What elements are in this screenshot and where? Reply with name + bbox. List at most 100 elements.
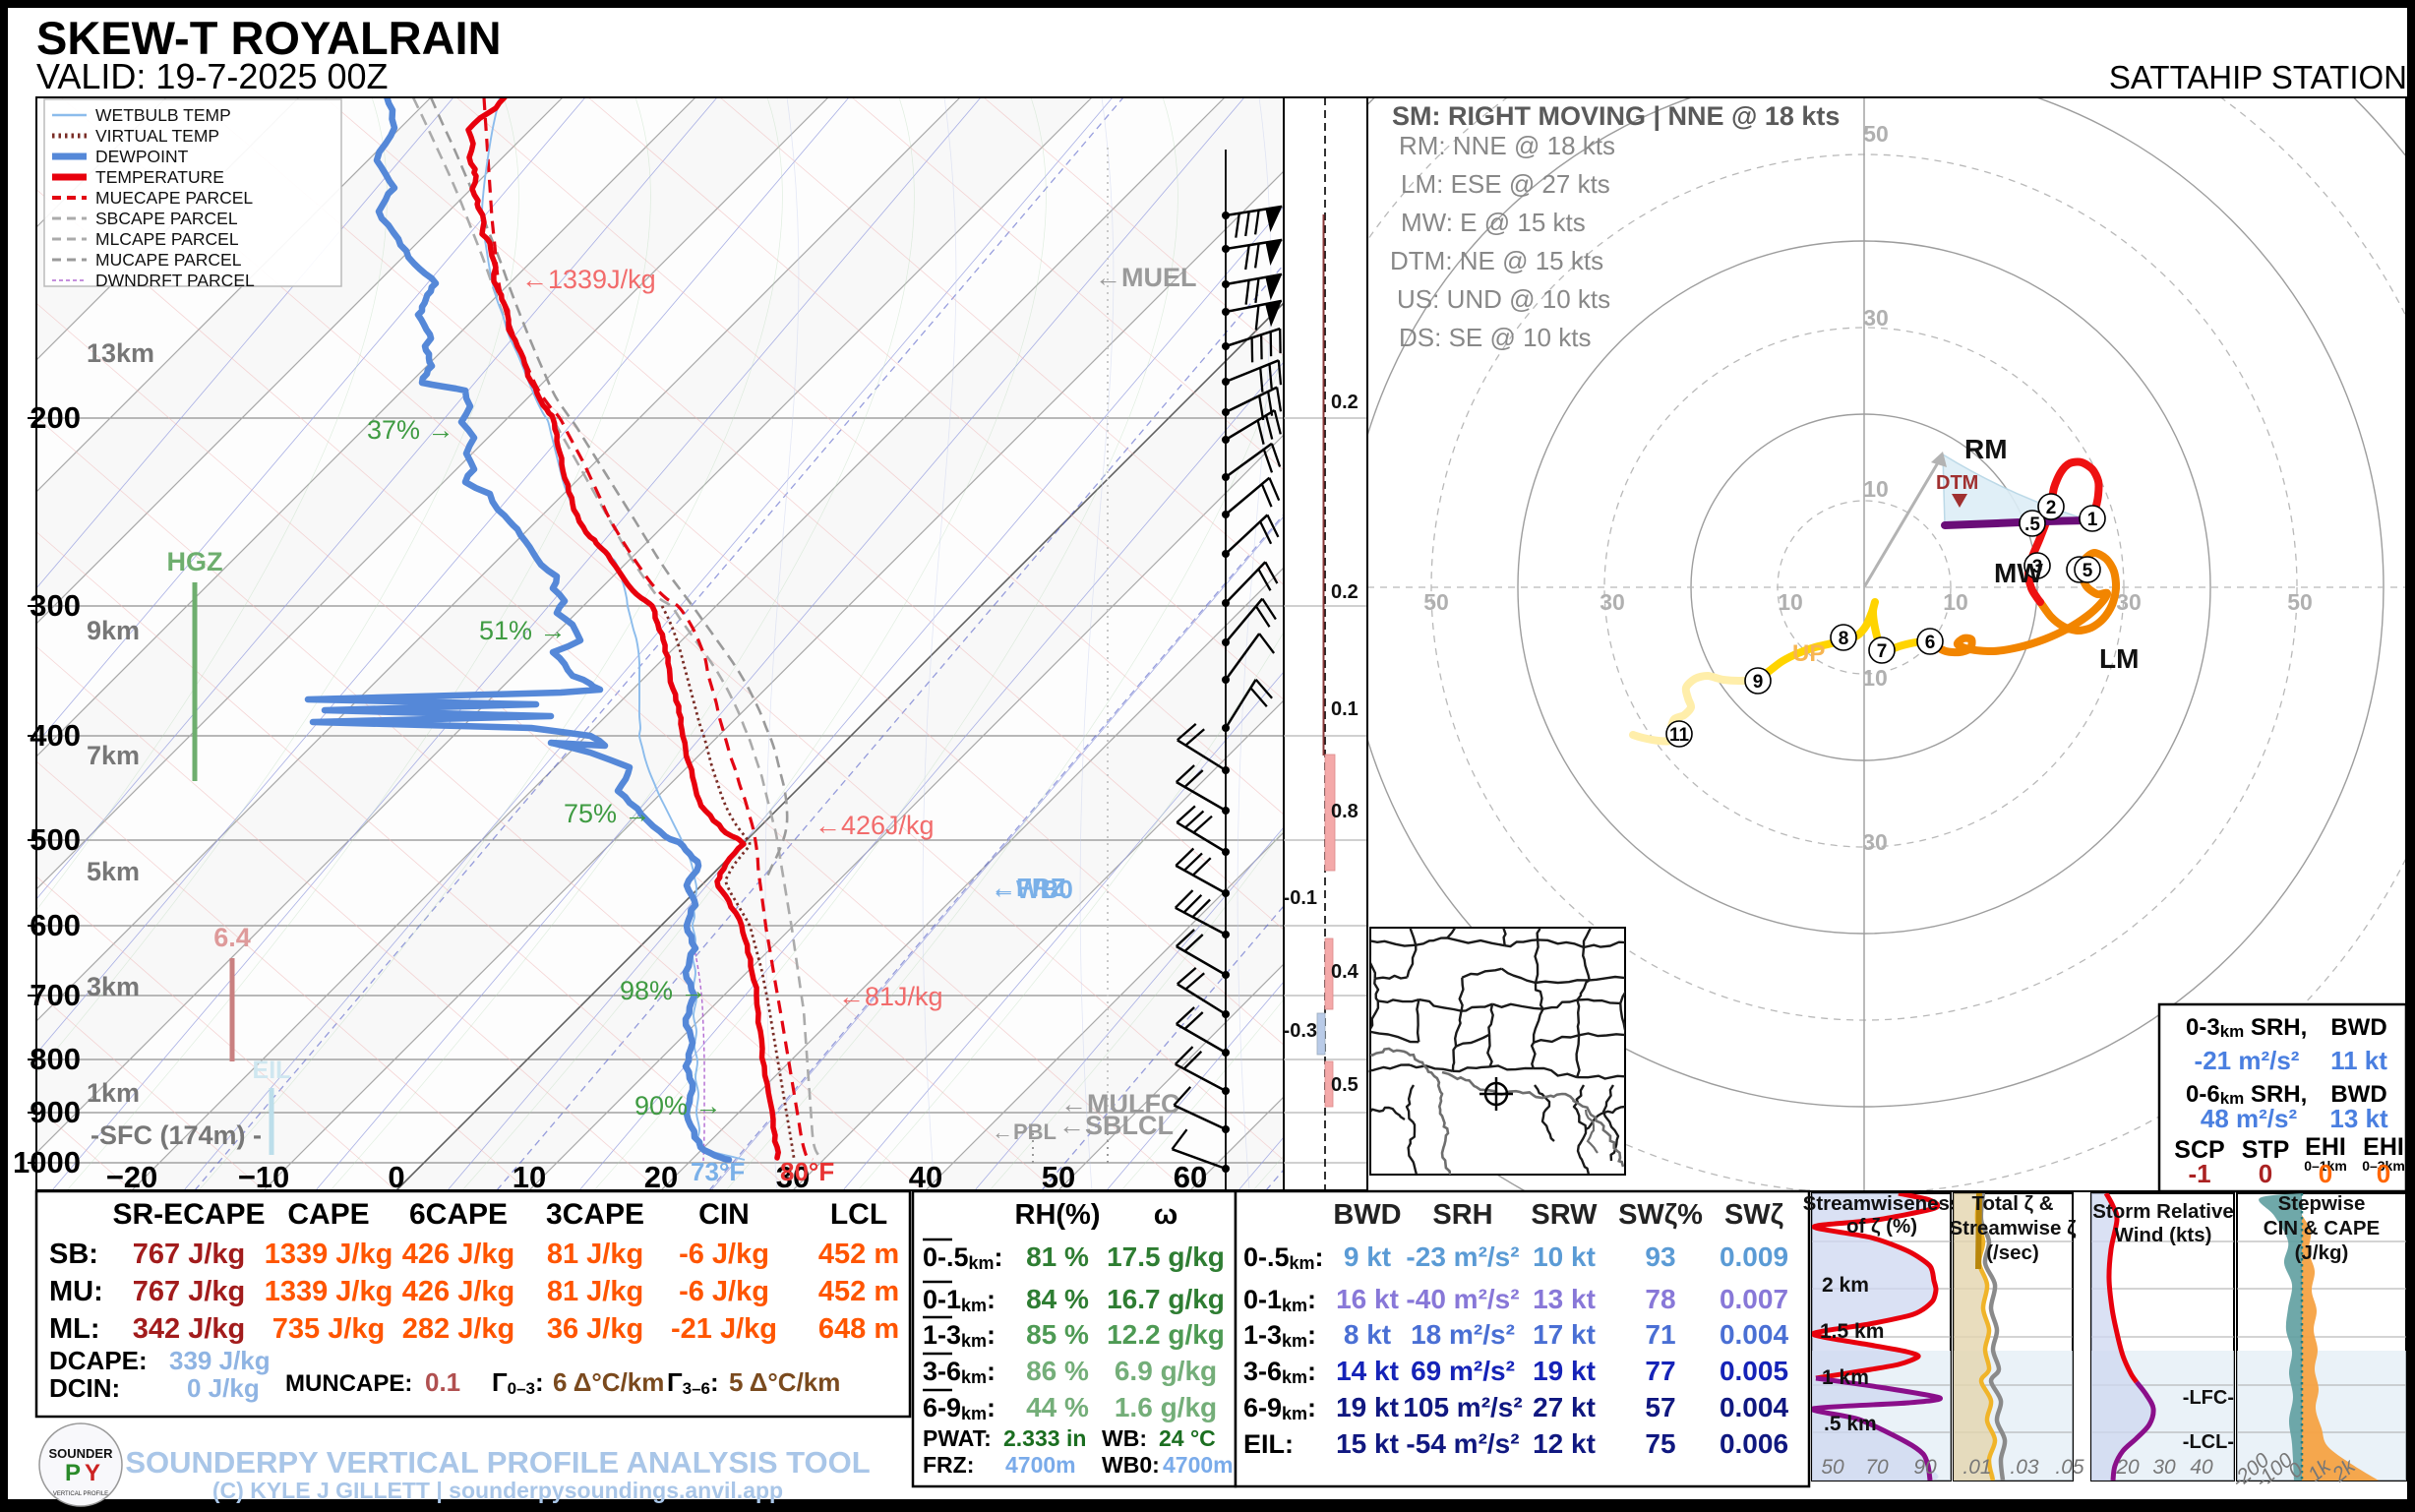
svg-text:Streamwiseness: Streamwiseness — [1803, 1192, 1962, 1215]
svg-text:10: 10 — [1943, 589, 1968, 615]
svg-text:-21 m²/s²: -21 m²/s² — [2195, 1046, 2300, 1075]
svg-text:15 kt: 15 kt — [1336, 1428, 1399, 1459]
svg-text:0.2: 0.2 — [1331, 392, 1358, 413]
svg-text:DTM: DTM — [1936, 472, 1978, 494]
svg-text:12.2 g/kg: 12.2 g/kg — [1107, 1319, 1225, 1350]
svg-text:10: 10 — [513, 1160, 546, 1194]
svg-text:19 kt: 19 kt — [1533, 1356, 1596, 1386]
svg-text:71: 71 — [1645, 1319, 1675, 1350]
svg-text:0 J/kg: 0 J/kg — [187, 1373, 260, 1403]
svg-text:MUNCAPE:: MUNCAPE: — [285, 1370, 412, 1397]
svg-text:11: 11 — [1669, 725, 1690, 746]
svg-text:UP: UP — [1792, 640, 1825, 667]
svg-text:37% →: 37% → — [367, 415, 454, 445]
svg-text:13 kt: 13 kt — [1533, 1284, 1596, 1314]
svg-text:←426J/kg: ←426J/kg — [815, 811, 935, 840]
svg-text:BWD: BWD — [1333, 1199, 1401, 1231]
svg-text:40: 40 — [2190, 1456, 2213, 1479]
svg-text:5 Δ°C/km: 5 Δ°C/km — [729, 1367, 840, 1397]
svg-text:←SBLCL: ←SBLCL — [1058, 1111, 1174, 1140]
svg-text:WETBULB TEMP: WETBULB TEMP — [95, 105, 231, 125]
svg-text:2.333 in: 2.333 in — [1003, 1425, 1086, 1451]
svg-text:20: 20 — [2115, 1456, 2140, 1479]
svg-text:ω: ω — [1154, 1199, 1178, 1231]
svg-text:1: 1 — [2087, 510, 2098, 530]
svg-text:75% →: 75% → — [564, 799, 651, 828]
svg-text:.05: .05 — [2055, 1456, 2084, 1479]
svg-text:(/sec): (/sec) — [1986, 1241, 2039, 1264]
svg-text:MU:: MU: — [49, 1276, 103, 1307]
svg-text:98% →: 98% → — [620, 976, 707, 1005]
svg-text:30: 30 — [1862, 829, 1888, 855]
svg-text:77: 77 — [1645, 1356, 1675, 1386]
svg-text:←WB0: ←WB0 — [991, 875, 1073, 904]
svg-text:MLCAPE PARCEL: MLCAPE PARCEL — [95, 229, 239, 249]
svg-text:0-3km SRH,: 0-3km SRH, — [2186, 1014, 2307, 1041]
svg-text:1.6 g/kg: 1.6 g/kg — [1115, 1392, 1217, 1422]
svg-text:12 kt: 12 kt — [1533, 1428, 1596, 1459]
svg-text:DWNDRFT PARCEL: DWNDRFT PARCEL — [95, 271, 255, 290]
svg-text:MW: MW — [1994, 558, 2043, 588]
svg-text:6 Δ°C/km: 6 Δ°C/km — [553, 1367, 664, 1397]
svg-text:339 J/kg: 339 J/kg — [169, 1346, 271, 1375]
svg-text:EIL:: EIL: — [1243, 1429, 1294, 1459]
svg-text:MUCAPE PARCEL: MUCAPE PARCEL — [95, 250, 242, 270]
svg-text:CIN: CIN — [698, 1198, 750, 1231]
svg-text:426 J/kg: 426 J/kg — [402, 1276, 514, 1307]
svg-text:73°F: 73°F — [691, 1157, 745, 1186]
svg-text:SM: RIGHT MOVING | NNE @ 18 kt: SM: RIGHT MOVING | NNE @ 18 kts — [1392, 101, 1840, 131]
svg-text:-SFC (174m) -: -SFC (174m) - — [91, 1120, 262, 1150]
svg-text:-54 m²/s²: -54 m²/s² — [1406, 1428, 1519, 1459]
svg-text:DTM: NE @ 15 kts: DTM: NE @ 15 kts — [1390, 246, 1603, 275]
svg-text:90% →: 90% → — [634, 1091, 722, 1120]
svg-text:-40 m²/s²: -40 m²/s² — [1406, 1284, 1519, 1314]
svg-text:Wind (kts): Wind (kts) — [2115, 1224, 2212, 1246]
svg-text:LM: LM — [2099, 643, 2139, 674]
svg-text:44 %: 44 % — [1026, 1392, 1089, 1422]
svg-text:−10: −10 — [238, 1160, 290, 1194]
svg-text:51% →: 51% → — [479, 616, 567, 645]
svg-text:3km: 3km — [87, 972, 140, 1001]
svg-text:452 m: 452 m — [818, 1276, 899, 1307]
svg-text:17.5 g/kg: 17.5 g/kg — [1107, 1241, 1225, 1272]
svg-text:WB:: WB: — [1102, 1425, 1147, 1451]
svg-text:-21 J/kg: -21 J/kg — [671, 1313, 777, 1345]
svg-text:VALID: 19-7-2025 00Z: VALID: 19-7-2025 00Z — [36, 56, 389, 96]
svg-text:30: 30 — [1863, 305, 1889, 331]
svg-text:767 J/kg: 767 J/kg — [133, 1276, 245, 1307]
svg-text:78: 78 — [1645, 1284, 1675, 1314]
svg-text:VIRTUAL TEMP: VIRTUAL TEMP — [95, 126, 219, 146]
svg-text:0.5: 0.5 — [1331, 1074, 1358, 1096]
svg-text:RM: NNE @ 18 kts: RM: NNE @ 18 kts — [1399, 131, 1615, 160]
svg-text:BWD: BWD — [2330, 1014, 2386, 1041]
svg-text:4700m: 4700m — [1163, 1452, 1234, 1478]
svg-text:80°F: 80°F — [780, 1157, 834, 1186]
svg-text:0.009: 0.009 — [1720, 1241, 1788, 1272]
svg-text:27 kt: 27 kt — [1533, 1392, 1596, 1422]
svg-text:50: 50 — [2287, 589, 2313, 615]
svg-text:1 km: 1 km — [1822, 1366, 1869, 1389]
svg-text:(J/kg): (J/kg) — [2295, 1241, 2349, 1264]
svg-text:30: 30 — [2116, 589, 2142, 615]
svg-text:DCIN:: DCIN: — [49, 1373, 120, 1403]
svg-text:30: 30 — [1600, 589, 1625, 615]
svg-text:0.1: 0.1 — [1331, 698, 1358, 720]
svg-text:60: 60 — [1174, 1160, 1207, 1194]
svg-text:6.9 g/kg: 6.9 g/kg — [1115, 1356, 1217, 1386]
svg-text:105 m²/s²: 105 m²/s² — [1403, 1392, 1522, 1422]
svg-text:10: 10 — [1778, 589, 1803, 615]
svg-text:5: 5 — [2083, 561, 2093, 581]
svg-text:←1339J/kg: ←1339J/kg — [521, 265, 656, 294]
svg-text:0.006: 0.006 — [1720, 1428, 1788, 1459]
svg-text:.5: .5 — [2024, 514, 2040, 535]
svg-text:400: 400 — [30, 718, 81, 753]
svg-text:14 kt: 14 kt — [1336, 1356, 1399, 1386]
svg-text:←81J/kg: ←81J/kg — [838, 982, 943, 1011]
svg-text:0: 0 — [2377, 1159, 2390, 1188]
svg-text:1339 J/kg: 1339 J/kg — [265, 1276, 393, 1307]
svg-text:9 kt: 9 kt — [1344, 1241, 1391, 1272]
svg-text:3CAPE: 3CAPE — [546, 1198, 644, 1231]
svg-text:VERTICAL PROFILE: VERTICAL PROFILE — [53, 1491, 108, 1497]
svg-text:←PBL: ←PBL — [992, 1119, 1057, 1144]
svg-text:81 J/kg: 81 J/kg — [547, 1239, 643, 1270]
